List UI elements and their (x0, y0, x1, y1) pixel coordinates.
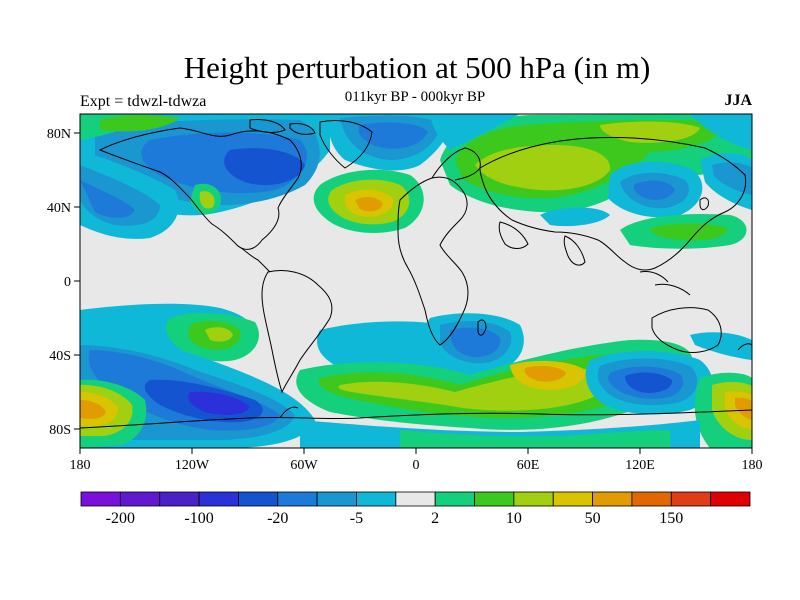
y-tick-label: 80S (49, 423, 71, 438)
north-hemisphere-contours (80, 114, 752, 249)
axis-ticks (74, 132, 753, 454)
y-tick-label: 40N (47, 201, 71, 216)
colorbar-swatch (474, 491, 515, 507)
colorbar-label: -5 (350, 510, 363, 527)
contour-field (80, 114, 752, 448)
x-tick-label: 180 (70, 458, 91, 473)
y-tick-labels: 80N 40N 0 40S 80S (47, 127, 71, 438)
colorbar-label: -20 (267, 510, 288, 527)
colorbar-label: 10 (506, 510, 522, 527)
y-tick-label: 40S (49, 349, 71, 364)
colorbar-swatch (159, 491, 200, 507)
colorbar-swatch (552, 491, 593, 507)
y-tick-label: 80N (47, 127, 71, 142)
colorbar-labels: -200 -100 -20 -5 2 10 50 150 (106, 510, 684, 527)
x-tick-label: 60E (517, 458, 540, 473)
colorbar-label: 50 (585, 510, 601, 527)
y-tick-label: 0 (64, 275, 71, 290)
colorbar-swatch (316, 491, 357, 507)
colorbar-swatch (356, 491, 397, 507)
colorbar-label: 2 (431, 510, 439, 527)
coastlines (80, 119, 752, 429)
plot-subtitle: 011kyr BP - 000kyr BP (344, 89, 486, 105)
colorbar-swatch (631, 491, 672, 507)
colorbar-swatch (238, 491, 279, 507)
colorbar-swatch (119, 491, 161, 507)
x-tick-label: 60W (290, 458, 318, 473)
colorbar-label: 150 (659, 510, 683, 527)
colorbar-swatch (434, 491, 475, 507)
colorbar-swatch (277, 491, 318, 507)
plot-title: Height perturbation at 500 hPa (in m) (183, 50, 651, 85)
colorbar-swatch (670, 491, 712, 507)
colorbar-label: -200 (106, 510, 135, 527)
colorbar (80, 491, 751, 507)
colorbar-swatch (395, 491, 436, 507)
south-hemisphere-contours (80, 303, 752, 448)
x-tick-label: 120E (625, 458, 655, 473)
x-tick-label: 120W (175, 458, 210, 473)
x-tick-label: 0 (413, 458, 420, 473)
colorbar-swatch (80, 491, 121, 507)
colorbar-swatch (592, 491, 633, 507)
experiment-label: Expt = tdwzl-tdwza (80, 93, 207, 110)
x-tick-label: 180 (742, 458, 763, 473)
colorbar-swatch (513, 491, 554, 507)
colorbar-label: -100 (184, 510, 213, 527)
colorbar-swatch (198, 491, 239, 507)
colorbar-swatch (710, 491, 751, 507)
x-tick-labels: 180 120W 60W 0 60E 120E 180 (70, 458, 763, 473)
season-label: JJA (724, 92, 752, 109)
